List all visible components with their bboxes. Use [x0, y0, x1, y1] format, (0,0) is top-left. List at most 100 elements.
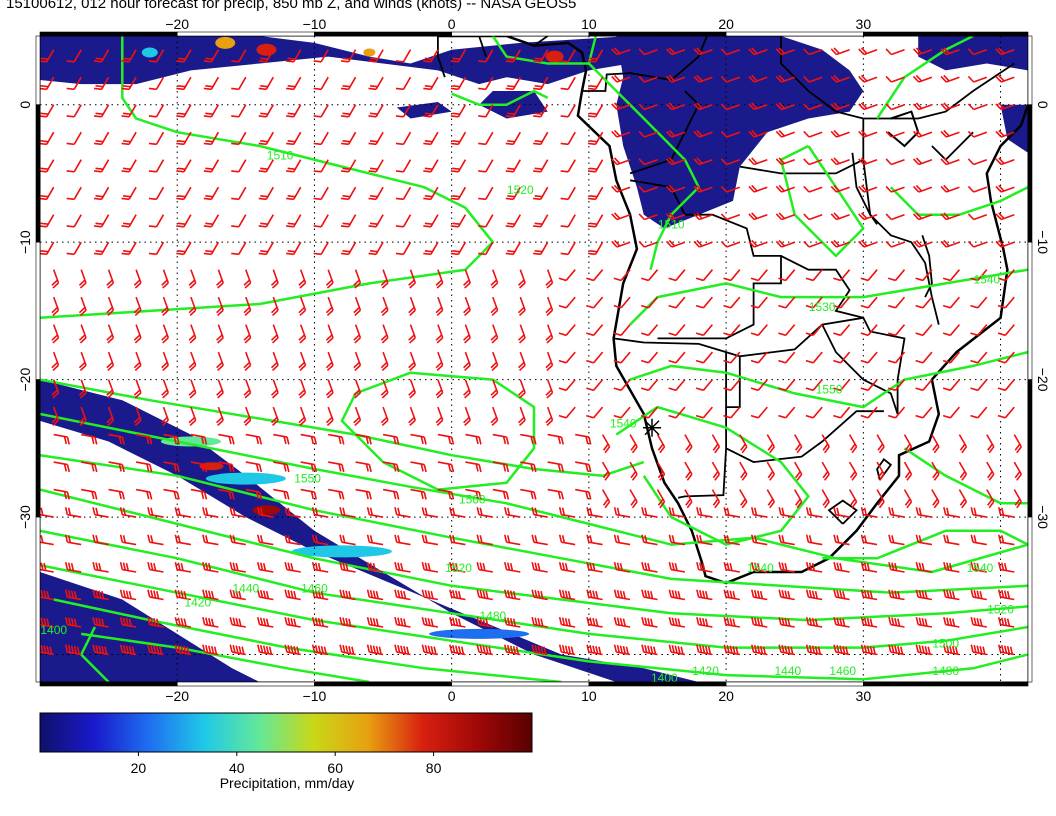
wind-barb: [915, 269, 933, 282]
wind-barb: [368, 241, 384, 256]
country-border-2: [613, 316, 906, 414]
wind-barb: [915, 561, 933, 573]
wind-barb: [885, 48, 905, 56]
wind-barb: [395, 76, 412, 91]
wind-barb: [997, 589, 1015, 601]
wind-barb: [613, 406, 631, 419]
y-tick-label-left: 0: [17, 101, 33, 109]
x-tick-label-bottom: 20: [718, 688, 734, 704]
y-tick-label-left: −30: [17, 505, 33, 529]
wind-barb: [903, 461, 913, 481]
wind-barb: [243, 406, 252, 427]
wind-barb: [231, 76, 247, 91]
wind-barb: [629, 434, 638, 454]
wind-barb: [601, 489, 611, 509]
wind-barb: [273, 433, 290, 445]
wind-barb: [858, 184, 878, 193]
wind-barb: [668, 507, 686, 518]
wind-barb: [940, 239, 960, 248]
wind-barb: [830, 129, 850, 138]
wind-barb: [803, 48, 823, 56]
wind-barb: [340, 186, 357, 201]
wind-barb: [520, 433, 537, 445]
wind-barb: [805, 351, 823, 364]
lake-malawi: [921, 235, 933, 298]
wind-barb: [611, 157, 631, 166]
wind-barb: [794, 489, 803, 509]
wind-barb: [695, 379, 714, 392]
y-tick-label-right: −20: [1035, 368, 1051, 392]
wind-barb: [51, 296, 60, 317]
wind-barb: [748, 184, 768, 193]
wind-barb: [821, 489, 830, 509]
wind-barb: [613, 296, 631, 309]
wind-barb: [66, 76, 82, 91]
wind-barb: [587, 104, 604, 118]
wind-barb: [560, 76, 576, 91]
height-contour-8: [81, 632, 370, 682]
wind-barb: [638, 130, 658, 138]
wind-barb: [545, 406, 554, 427]
wind-barb: [229, 616, 246, 628]
wind-barb: [986, 434, 995, 454]
wind-barb: [967, 103, 988, 111]
wind-barb: [575, 433, 592, 445]
precip-area-5: [40, 572, 260, 682]
contour-label: 1460: [301, 582, 328, 596]
frame-bar-bottom: [451, 681, 590, 687]
wind-barb: [505, 214, 521, 228]
wind-barb: [284, 616, 301, 628]
wind-barb: [1013, 489, 1022, 509]
wind-barb: [478, 241, 494, 256]
wind-barb: [176, 131, 192, 146]
wind-barb: [668, 269, 686, 282]
wind-barb: [695, 296, 714, 309]
wind-barb: [78, 296, 87, 317]
wind-barb: [903, 434, 913, 454]
wind-barb: [355, 488, 372, 500]
wind-barb: [382, 488, 400, 500]
wind-barbs: [40, 47, 1022, 656]
wind-barb: [450, 159, 467, 173]
wind-barb: [450, 186, 467, 201]
wind-barb: [163, 461, 180, 473]
wind-barb: [284, 589, 301, 601]
wind-barb: [775, 157, 795, 166]
wind-barb: [256, 507, 274, 518]
wind-barb: [558, 351, 576, 364]
wind-barb: [64, 589, 82, 601]
wind-barb: [665, 74, 686, 83]
wind-barb: [478, 104, 494, 118]
wind-barb: [545, 379, 554, 399]
country-border-12: [827, 499, 858, 525]
wind-barb: [284, 644, 301, 656]
wind-barb: [490, 269, 499, 289]
wind-barb: [720, 103, 741, 111]
wind-barb: [860, 379, 878, 392]
wind-barb: [106, 406, 115, 427]
colorbar-label: Precipitation, mm/day: [219, 775, 355, 791]
wind-barb: [40, 186, 55, 201]
wind-barb: [421, 644, 439, 656]
wind-barb: [830, 74, 850, 83]
wind-barb: [942, 379, 961, 392]
wind-barb: [300, 433, 318, 445]
wind-barb: [778, 406, 796, 419]
wind-barb: [517, 379, 526, 399]
wind-barb: [967, 75, 988, 83]
wind-barb: [656, 461, 666, 481]
wind-barb: [887, 296, 906, 309]
wind-barb: [665, 129, 686, 138]
wind-barb: [339, 589, 356, 601]
wind-barb: [888, 589, 905, 601]
wind-barb: [394, 561, 411, 573]
wind-barb: [794, 434, 803, 454]
wind-barb: [531, 534, 548, 546]
wind-barb: [135, 461, 153, 473]
wind-barb: [748, 212, 768, 221]
wind-barb: [450, 214, 467, 228]
wind-barb: [410, 433, 427, 445]
wind-barb: [463, 269, 471, 289]
wind-barb: [133, 324, 142, 344]
wind-barb: [711, 434, 721, 454]
